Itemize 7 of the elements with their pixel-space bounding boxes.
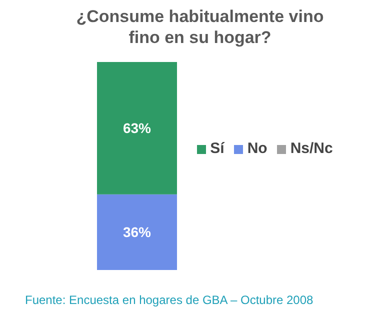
legend-label: Sí — [210, 140, 224, 157]
legend-label: Ns/Nc — [290, 140, 333, 157]
legend-label: No — [247, 140, 268, 157]
data-label: 36% — [122, 224, 152, 240]
data-label: 63% — [122, 120, 152, 136]
source-note: Fuente: Encuesta en hogares de GBA – Octubre 2008 — [25, 293, 314, 307]
chart-title: ¿Consume habitualmente vino fino en su hogar? — [75, 6, 325, 48]
